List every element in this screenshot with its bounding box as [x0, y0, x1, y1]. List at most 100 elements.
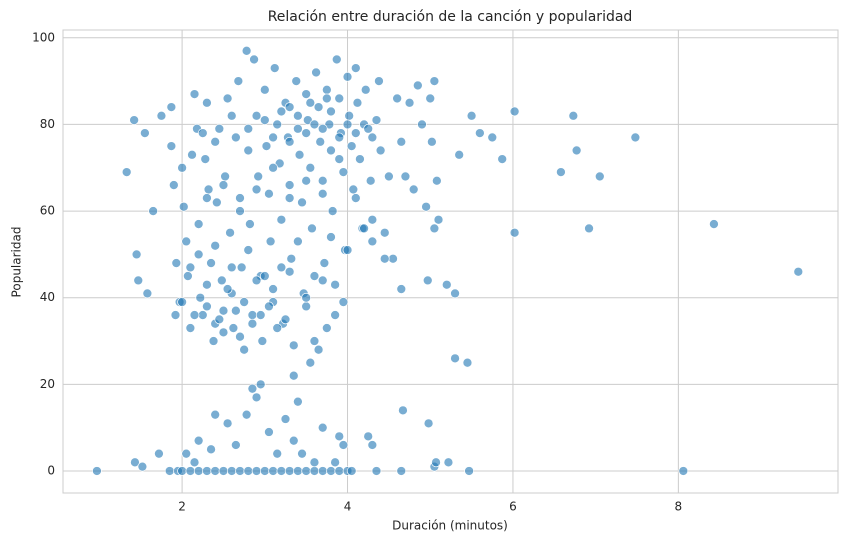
point — [185, 466, 196, 476]
point — [251, 184, 262, 195]
point — [367, 214, 378, 225]
point — [203, 184, 214, 195]
point — [462, 357, 473, 368]
point — [140, 128, 150, 138]
point — [433, 214, 444, 225]
point — [350, 128, 361, 138]
point — [225, 227, 235, 238]
point — [317, 466, 328, 476]
point — [197, 128, 208, 138]
point — [330, 457, 340, 468]
point — [441, 279, 452, 290]
point — [288, 435, 299, 446]
point — [326, 232, 336, 242]
point — [257, 336, 268, 346]
point — [301, 292, 312, 303]
point — [412, 80, 423, 91]
point — [556, 167, 566, 177]
point — [231, 132, 241, 143]
point — [142, 288, 153, 299]
point — [355, 154, 365, 164]
point — [259, 84, 270, 95]
point — [594, 171, 605, 182]
point — [297, 448, 307, 459]
point — [177, 162, 187, 173]
point — [210, 136, 221, 147]
point — [360, 84, 371, 95]
point — [202, 97, 212, 108]
point — [334, 431, 345, 442]
point — [427, 136, 437, 147]
point — [317, 175, 328, 186]
point — [264, 427, 274, 437]
point — [307, 223, 317, 234]
point — [178, 201, 189, 212]
point — [233, 76, 244, 86]
point — [288, 340, 299, 351]
point — [313, 102, 324, 112]
point — [259, 466, 270, 476]
point — [247, 310, 258, 320]
point — [189, 89, 200, 99]
point — [276, 262, 287, 273]
point — [375, 145, 386, 156]
point — [164, 466, 175, 476]
point — [264, 188, 274, 199]
point — [251, 110, 262, 121]
point — [259, 271, 270, 281]
point — [226, 110, 237, 121]
point — [423, 418, 434, 429]
point — [509, 227, 520, 238]
point — [334, 132, 345, 143]
point — [404, 97, 415, 108]
point — [121, 167, 132, 177]
point — [206, 444, 216, 455]
point — [326, 145, 336, 156]
point — [301, 301, 312, 312]
y-tick-label: 40 — [40, 290, 55, 304]
point — [301, 89, 312, 99]
point — [288, 370, 299, 381]
point — [350, 193, 361, 203]
point — [222, 284, 233, 294]
point — [630, 132, 641, 143]
point — [431, 457, 441, 468]
point — [327, 206, 338, 216]
point — [245, 219, 255, 229]
point — [334, 154, 345, 164]
point — [568, 110, 579, 121]
point — [309, 466, 320, 476]
point — [239, 297, 249, 307]
point — [338, 167, 349, 177]
point — [210, 240, 221, 251]
point — [346, 141, 357, 151]
point — [284, 266, 295, 277]
y-tick-label: 100 — [32, 30, 55, 44]
point — [235, 466, 245, 476]
point — [166, 102, 177, 112]
x-axis-label: Duración (minutos) — [392, 519, 508, 533]
point — [251, 392, 262, 403]
point — [331, 54, 342, 65]
point — [268, 284, 278, 294]
point — [276, 466, 287, 476]
point — [425, 93, 436, 104]
point — [168, 180, 179, 190]
y-tick-label: 20 — [40, 377, 55, 391]
point — [284, 193, 295, 203]
point — [280, 314, 291, 325]
point — [509, 106, 520, 117]
point — [450, 353, 460, 364]
point — [243, 466, 254, 476]
point — [317, 123, 328, 134]
point — [210, 466, 221, 476]
point — [177, 297, 187, 307]
point — [259, 115, 270, 125]
point — [276, 214, 287, 225]
point — [422, 275, 433, 286]
point — [193, 219, 204, 229]
point — [129, 115, 139, 125]
point — [309, 271, 320, 281]
point — [432, 175, 442, 186]
point — [202, 301, 212, 312]
